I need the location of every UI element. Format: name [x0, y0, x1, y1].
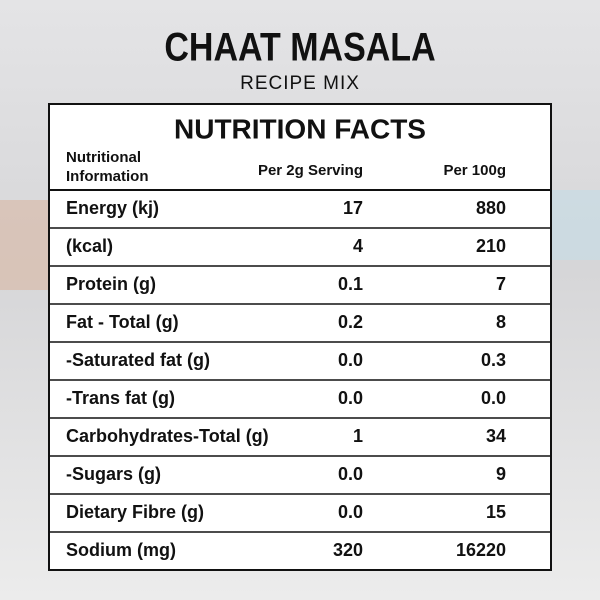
nutrient-name: Sodium (mg): [66, 540, 176, 560]
per-100g-value: 880: [476, 198, 506, 218]
column-header: Per 100g: [443, 162, 506, 179]
blur-shape: [0, 200, 48, 290]
per-100g-value: 0.3: [481, 350, 506, 370]
product-title: CHAAT MASALA: [164, 24, 435, 69]
blur-shape: [551, 190, 600, 260]
column-header: Information: [66, 168, 149, 185]
per-serving-value: 1: [353, 426, 363, 446]
nutrient-name: Protein (g): [66, 274, 156, 294]
nutrient-name: -Saturated fat (g): [66, 350, 210, 370]
per-serving-value: 0.0: [338, 502, 363, 522]
nutrient-name: Dietary Fibre (g): [66, 502, 204, 522]
per-serving-value: 0.0: [338, 464, 363, 484]
per-serving-value: 0.0: [338, 388, 363, 408]
per-100g-value: 15: [486, 502, 506, 522]
column-header: Nutritional: [66, 149, 141, 166]
nutrient-name: Fat - Total (g): [66, 312, 179, 332]
per-100g-value: 8: [496, 312, 506, 332]
per-serving-value: 17: [343, 198, 363, 218]
per-100g-value: 16220: [456, 540, 506, 560]
nutrient-name: -Trans fat (g): [66, 388, 175, 408]
per-serving-value: 0.0: [338, 350, 363, 370]
per-serving-value: 0.1: [338, 274, 363, 294]
nutrition-panel: [48, 103, 552, 571]
per-100g-value: 34: [486, 426, 506, 446]
nutrient-name: Carbohydrates-Total (g): [66, 426, 269, 446]
per-serving-value: 320: [333, 540, 363, 560]
per-100g-value: 210: [476, 236, 506, 256]
per-100g-value: 9: [496, 464, 506, 484]
table-title: NUTRITION FACTS: [174, 113, 426, 144]
product-subtitle: RECIPE MIX: [240, 73, 360, 94]
per-100g-value: 7: [496, 274, 506, 294]
nutrient-name: Energy (kj): [66, 198, 159, 218]
nutrient-name: -Sugars (g): [66, 464, 161, 484]
per-100g-value: 0.0: [481, 388, 506, 408]
nutrient-name: (kcal): [66, 236, 113, 256]
per-serving-value: 4: [353, 236, 363, 256]
column-header: Per 2g Serving: [258, 162, 363, 179]
per-serving-value: 0.2: [338, 312, 363, 332]
